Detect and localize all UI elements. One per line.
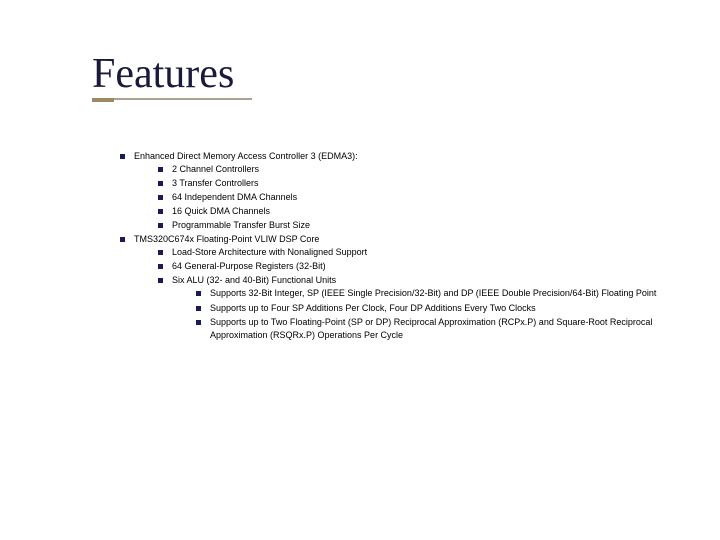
list-item: TMS320C674x Floating-Point VLIW DSP Core… <box>120 233 700 341</box>
list-item-text: Supports up to Two Floating-Point (SP or… <box>210 317 652 340</box>
bullet-list-lvl2: Load-Store Architecture with Nonaligned … <box>134 246 700 341</box>
list-item-text: 64 Independent DMA Channels <box>172 192 297 202</box>
list-item-text: TMS320C674x Floating-Point VLIW DSP Core <box>134 234 319 244</box>
list-item-text: Supports 32-Bit Integer, SP (IEEE Single… <box>210 288 656 298</box>
list-item-text: Programmable Transfer Burst Size <box>172 220 310 230</box>
list-item-text: 64 General-Purpose Registers (32-Bit) <box>172 261 326 271</box>
title-block: Features <box>92 50 252 100</box>
content-area: Enhanced Direct Memory Access Controller… <box>120 150 700 343</box>
list-item-text: Enhanced Direct Memory Access Controller… <box>134 151 358 161</box>
bullet-list-lvl2: 2 Channel Controllers 3 Transfer Controll… <box>134 163 700 232</box>
list-item: Supports up to Four SP Additions Per Clo… <box>196 302 700 315</box>
list-item-text: Load-Store Architecture with Nonaligned … <box>172 247 367 257</box>
list-item: Supports up to Two Floating-Point (SP or… <box>196 316 700 342</box>
list-item: 2 Channel Controllers <box>158 163 700 176</box>
list-item: 16 Quick DMA Channels <box>158 205 700 218</box>
bullet-list: Enhanced Direct Memory Access Controller… <box>120 150 700 342</box>
list-item: Enhanced Direct Memory Access Controller… <box>120 150 700 232</box>
list-item: Programmable Transfer Burst Size <box>158 219 700 232</box>
list-item: Load-Store Architecture with Nonaligned … <box>158 246 700 259</box>
list-item: 3 Transfer Controllers <box>158 177 700 190</box>
list-item: Six ALU (32- and 40-Bit) Functional Unit… <box>158 274 700 341</box>
list-item: 64 General-Purpose Registers (32-Bit) <box>158 260 700 273</box>
title-underline <box>92 98 252 100</box>
list-item: 64 Independent DMA Channels <box>158 191 700 204</box>
list-item-text: Six ALU (32- and 40-Bit) Functional Unit… <box>172 275 336 285</box>
slide-title: Features <box>92 50 252 100</box>
list-item-text: Supports up to Four SP Additions Per Clo… <box>210 303 536 313</box>
list-item-text: 3 Transfer Controllers <box>172 178 259 188</box>
list-item: Supports 32-Bit Integer, SP (IEEE Single… <box>196 287 700 300</box>
title-accent <box>92 98 114 102</box>
list-item-text: 2 Channel Controllers <box>172 164 259 174</box>
list-item-text: 16 Quick DMA Channels <box>172 206 270 216</box>
bullet-list-lvl3: Supports 32-Bit Integer, SP (IEEE Single… <box>172 287 700 341</box>
